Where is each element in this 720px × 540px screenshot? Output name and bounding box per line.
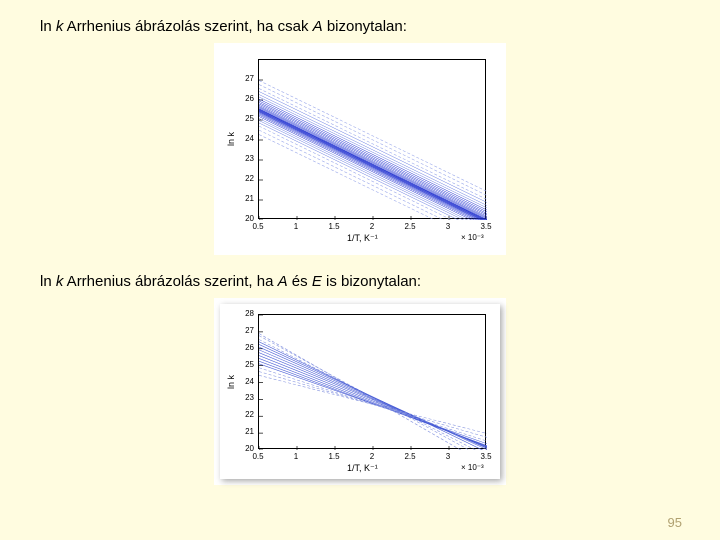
caption2-suffix: is bizonytalan:: [322, 273, 421, 290]
xtick-label: 1: [286, 452, 306, 461]
caption-2: ln k Arrhenius ábrázolás szerint, ha A é…: [40, 273, 680, 290]
xtick-label: 3.5: [476, 452, 496, 461]
plot-box: [258, 59, 486, 219]
ytick-label: 25: [234, 114, 254, 123]
chart1-outer: 20212223242526270.511.522.533.5ln k1/T, …: [214, 43, 506, 255]
chart1-frame: 20212223242526270.511.522.533.5ln k1/T, …: [220, 49, 500, 249]
x-exponent: × 10⁻³: [461, 233, 484, 242]
chart2-outer: 2021222324252627280.511.522.533.5ln k1/T…: [214, 298, 506, 485]
ytick-label: 21: [234, 194, 254, 203]
caption1-prefix: ln: [40, 18, 56, 35]
plot-box: [258, 314, 486, 449]
ylabel: ln k: [226, 132, 236, 146]
caption2-prefix: ln: [40, 273, 56, 290]
page-number: 95: [668, 515, 682, 530]
ytick-label: 27: [234, 74, 254, 83]
ytick-label: 26: [234, 94, 254, 103]
ytick-label: 25: [234, 360, 254, 369]
ytick-label: 26: [234, 343, 254, 352]
caption1-mid: Arrhenius ábrázolás szerint, ha csak: [63, 18, 312, 35]
plot-svg: [259, 315, 487, 450]
caption1-A: A: [313, 18, 323, 35]
caption2-and: és: [288, 273, 312, 290]
ytick-label: 23: [234, 393, 254, 402]
xtick-label: 3: [438, 452, 458, 461]
xtick-label: 3.5: [476, 222, 496, 231]
plot-svg: [259, 60, 487, 220]
ytick-label: 22: [234, 174, 254, 183]
ytick-label: 22: [234, 410, 254, 419]
xtick-label: 2: [362, 222, 382, 231]
ytick-label: 24: [234, 134, 254, 143]
xtick-label: 3: [438, 222, 458, 231]
xlabel: 1/T, K⁻¹: [347, 233, 378, 244]
xtick-label: 0.5: [248, 452, 268, 461]
caption2-E: E: [312, 273, 322, 290]
ylabel: ln k: [226, 374, 236, 388]
xtick-label: 2: [362, 452, 382, 461]
caption1-suffix: bizonytalan:: [323, 18, 407, 35]
caption2-A: A: [278, 273, 288, 290]
xlabel: 1/T, K⁻¹: [347, 463, 378, 474]
chart2-frame: 2021222324252627280.511.522.533.5ln k1/T…: [220, 304, 500, 479]
xtick-label: 2.5: [400, 452, 420, 461]
ytick-label: 21: [234, 427, 254, 436]
caption2-mid: Arrhenius ábrázolás szerint, ha: [63, 273, 277, 290]
ytick-label: 24: [234, 377, 254, 386]
ytick-label: 23: [234, 154, 254, 163]
xtick-label: 1: [286, 222, 306, 231]
x-exponent: × 10⁻³: [461, 463, 484, 472]
caption-1: ln k Arrhenius ábrázolás szerint, ha csa…: [40, 18, 680, 35]
xtick-label: 2.5: [400, 222, 420, 231]
slide: ln k Arrhenius ábrázolás szerint, ha csa…: [0, 0, 720, 540]
chart2-wrap: 2021222324252627280.511.522.533.5ln k1/T…: [40, 298, 680, 485]
xtick-label: 0.5: [248, 222, 268, 231]
ytick-label: 27: [234, 326, 254, 335]
xtick-label: 1.5: [324, 452, 344, 461]
xtick-label: 1.5: [324, 222, 344, 231]
ytick-label: 28: [234, 309, 254, 318]
chart1-wrap: 20212223242526270.511.522.533.5ln k1/T, …: [40, 43, 680, 255]
